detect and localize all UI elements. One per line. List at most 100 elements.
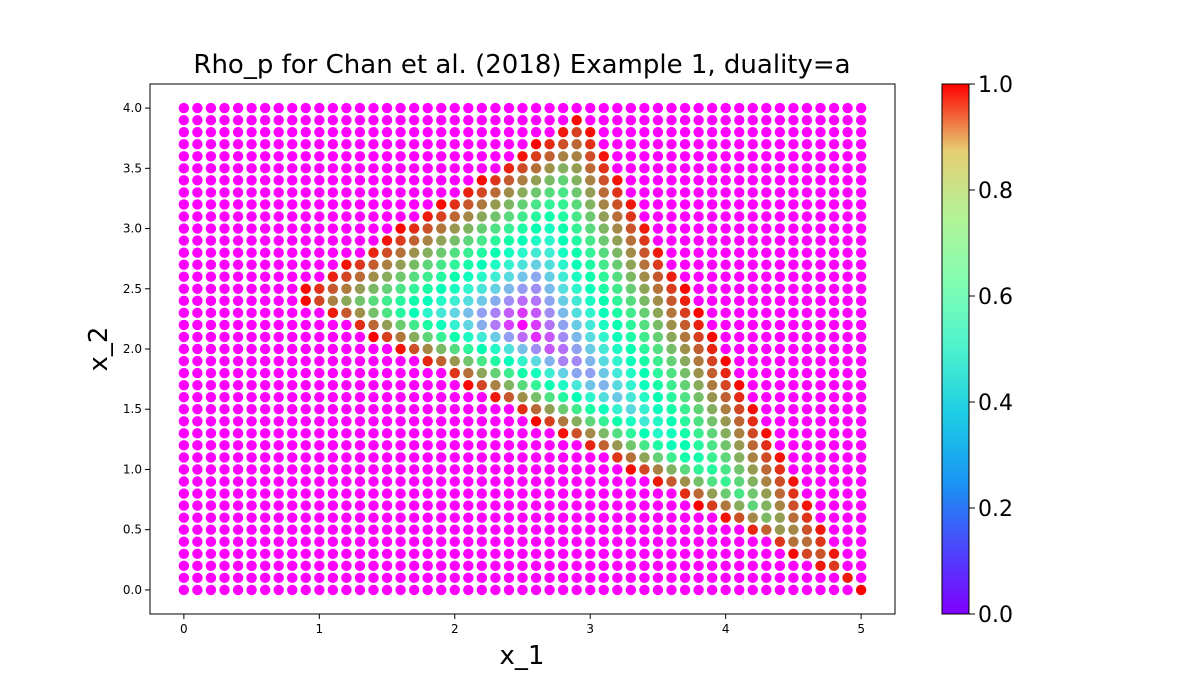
scatter-point: [463, 452, 474, 463]
scatter-point: [652, 319, 664, 331]
scatter-point: [354, 572, 366, 584]
scatter-point: [761, 343, 772, 355]
scatter-point: [598, 404, 609, 415]
scatter-point: [585, 223, 596, 234]
scatter-point: [178, 428, 190, 439]
scatter-point: [300, 584, 311, 596]
scatter-point: [720, 295, 731, 307]
scatter-point: [327, 271, 339, 282]
scatter-point: [693, 102, 704, 114]
scatter-point: [463, 367, 474, 379]
scatter-point: [503, 187, 515, 198]
scatter-point: [720, 139, 731, 150]
scatter-point: [178, 416, 190, 427]
scatter-point: [517, 524, 528, 535]
scatter-point: [381, 500, 393, 511]
scatter-point: [327, 319, 339, 331]
scatter-point: [639, 126, 650, 138]
scatter-point: [815, 404, 826, 415]
scatter-point: [287, 259, 298, 270]
scatter-point: [828, 416, 840, 427]
scatter-point: [408, 163, 420, 174]
scatter-point: [408, 175, 420, 186]
scatter-point: [219, 440, 230, 451]
scatter-point: [408, 139, 420, 150]
scatter-point: [178, 367, 190, 379]
scatter-point: [476, 512, 488, 523]
scatter-point: [422, 211, 433, 222]
scatter-point: [530, 500, 542, 511]
scatter-point: [585, 151, 596, 162]
scatter-point: [625, 319, 637, 331]
scatter-point: [571, 536, 582, 547]
scatter-point: [192, 102, 203, 114]
scatter-point: [232, 512, 244, 523]
scatter-point: [232, 548, 244, 559]
scatter-point: [287, 223, 298, 234]
scatter-point: [381, 199, 393, 210]
scatter-point: [259, 404, 271, 415]
scatter-point: [192, 223, 203, 234]
scatter-point: [381, 560, 393, 572]
scatter-point: [517, 211, 528, 222]
scatter-point: [219, 367, 230, 379]
scatter-point: [706, 572, 718, 584]
scatter-point: [788, 440, 799, 451]
scatter-point: [503, 572, 515, 584]
scatter-point: [246, 476, 257, 487]
scatter-point: [232, 343, 244, 355]
scatter-point: [571, 271, 582, 282]
scatter-point: [639, 271, 650, 282]
scatter-point: [503, 102, 515, 114]
scatter-point: [436, 211, 447, 222]
scatter-point: [585, 102, 596, 114]
scatter-point: [273, 283, 284, 294]
scatter-point: [463, 355, 474, 367]
scatter-point: [314, 307, 325, 319]
scatter-point: [273, 295, 284, 307]
scatter-point: [761, 199, 772, 210]
scatter-point: [368, 271, 379, 282]
scatter-point: [801, 259, 813, 270]
scatter-point: [449, 175, 460, 186]
scatter-point: [476, 476, 488, 487]
scatter-point: [706, 560, 718, 572]
scatter-point: [476, 126, 488, 138]
scatter-point: [693, 524, 704, 535]
scatter-point: [368, 151, 379, 162]
scatter-point: [287, 331, 298, 343]
scatter-point: [354, 416, 366, 427]
scatter-point: [693, 319, 704, 331]
scatter-point: [463, 175, 474, 186]
scatter-point: [381, 548, 393, 559]
scatter-point: [720, 452, 731, 463]
scatter-point: [449, 199, 460, 210]
scatter-point: [774, 259, 786, 270]
scatter-point: [395, 247, 406, 258]
scatter-point: [517, 259, 528, 270]
scatter-point: [761, 476, 772, 487]
scatter-point: [327, 114, 339, 126]
scatter-point: [192, 488, 203, 499]
scatter-point: [585, 199, 596, 210]
scatter-point: [639, 175, 650, 186]
scatter-point: [178, 452, 190, 463]
scatter-point: [395, 367, 406, 379]
scatter-point: [246, 102, 257, 114]
scatter-point: [815, 114, 826, 126]
scatter-point: [219, 379, 230, 391]
scatter-point: [788, 404, 799, 415]
scatter-point: [327, 584, 339, 596]
scatter-point: [205, 199, 217, 210]
scatter-point: [408, 379, 420, 391]
scatter-point: [259, 428, 271, 439]
scatter-point: [842, 295, 853, 307]
scatter-point: [639, 488, 650, 499]
scatter-point: [476, 247, 488, 258]
scatter-point: [354, 452, 366, 463]
scatter-point: [774, 283, 786, 294]
scatter-point: [341, 404, 352, 415]
scatter-point: [788, 271, 799, 282]
scatter-point: [842, 391, 853, 403]
scatter-point: [652, 307, 664, 319]
